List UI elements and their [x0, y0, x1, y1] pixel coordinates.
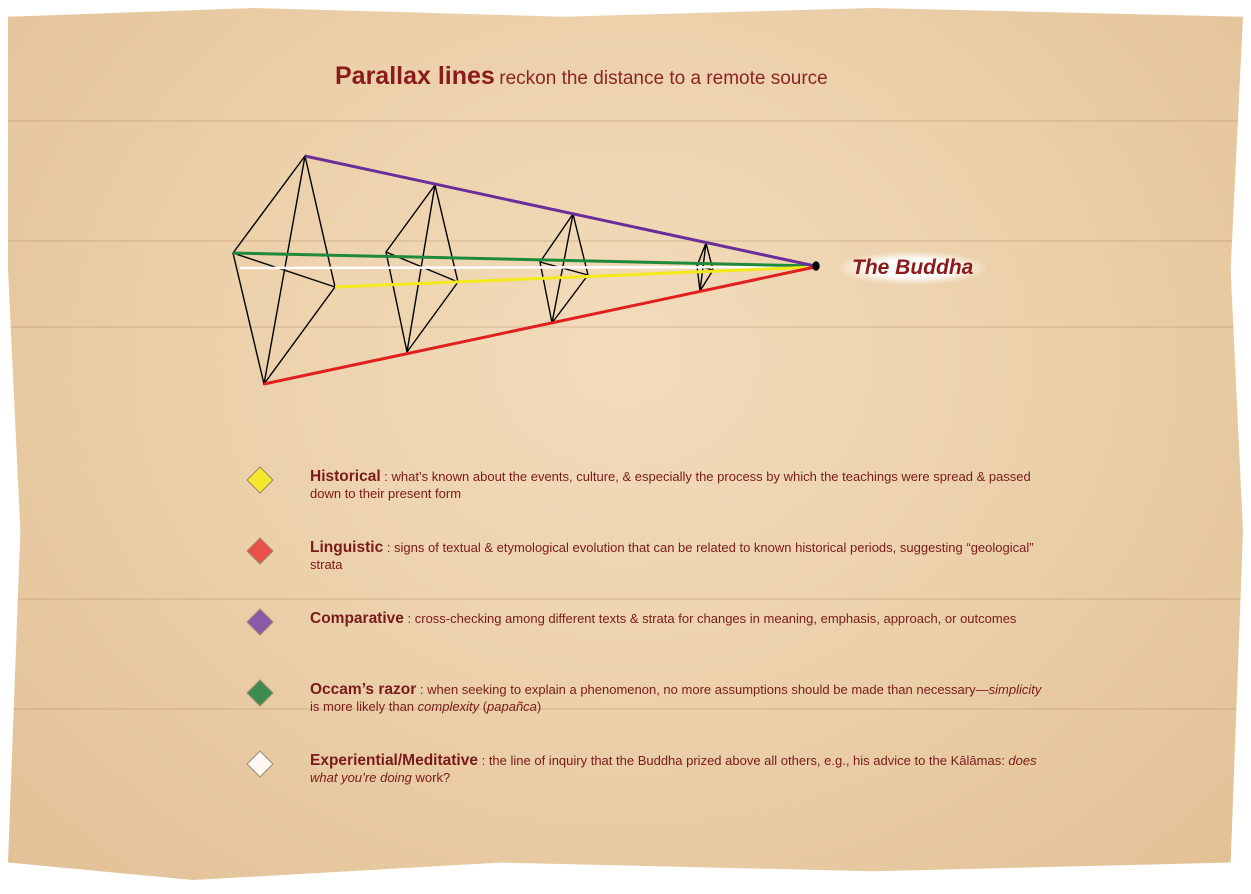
diamond-marker	[247, 680, 273, 706]
legend-term: Linguistic	[310, 539, 383, 556]
diamond-marker	[247, 609, 273, 635]
legend-term: Historical	[310, 468, 381, 485]
diamond-marker	[247, 538, 273, 564]
legend-description: : when seeking to explain a phenomenon, …	[416, 682, 988, 697]
source-label: The Buddha	[840, 252, 985, 284]
legend-description: : signs of textual & etymological evolut…	[310, 540, 1034, 572]
legend-term: Occam’s razor	[310, 681, 416, 698]
page: Parallax lines reckon the distance to a …	[0, 0, 1251, 894]
legend-text: Experiential/Meditative : the line of in…	[310, 752, 1050, 786]
legend-description: : what’s known about the events, culture…	[310, 469, 1031, 501]
legend-description: complexity	[418, 699, 479, 714]
legend-description: simplicity	[989, 682, 1042, 697]
diamond-marker	[247, 467, 273, 493]
legend-diamond	[246, 679, 276, 709]
legend-term: Experiential/Meditative	[310, 752, 478, 769]
legend-diamond	[246, 537, 276, 567]
diamond-marker	[247, 751, 273, 777]
legend-diamond	[246, 750, 276, 780]
legend-term: Comparative	[310, 610, 404, 627]
legend-diamond	[246, 466, 276, 496]
legend-text: Occam’s razor : when seeking to explain …	[310, 681, 1050, 715]
legend-description: is more likely than	[310, 699, 418, 714]
legend-description: papañca	[487, 699, 537, 714]
legend-description: )	[537, 699, 541, 714]
legend-diamond	[246, 608, 276, 638]
legend-text: Historical : what’s known about the even…	[310, 468, 1050, 502]
legend-description: work?	[412, 770, 450, 785]
legend-text: Linguistic : signs of textual & etymolog…	[310, 539, 1050, 573]
legend-description: : the line of inquiry that the Buddha pr…	[478, 753, 1008, 768]
legend-text: Comparative : cross-checking among diffe…	[310, 610, 1050, 627]
legend-description: (	[479, 699, 487, 714]
legend-description: : cross-checking among different texts &…	[404, 611, 1017, 626]
